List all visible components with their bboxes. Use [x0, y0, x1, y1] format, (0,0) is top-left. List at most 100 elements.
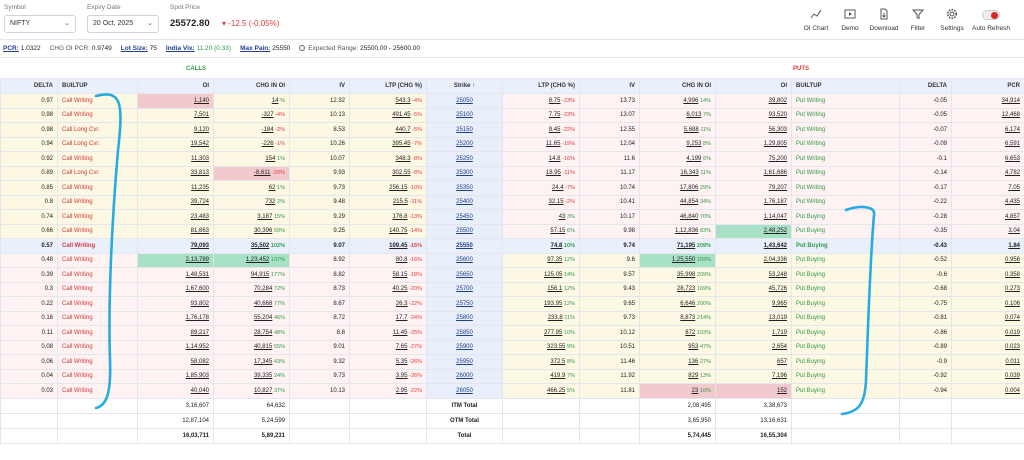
- max-pain-label[interactable]: Max Pain:: [240, 45, 271, 52]
- call-ltp[interactable]: 3.95: [395, 373, 408, 380]
- col-header-put-builtup[interactable]: BUILTUP: [791, 78, 900, 94]
- put-ltp[interactable]: 18.95: [545, 170, 561, 177]
- call-ltp[interactable]: 215.5: [392, 199, 408, 206]
- call-chg-oi[interactable]: 10,827: [253, 387, 273, 394]
- call-oi[interactable]: 2,13,789: [137, 252, 214, 268]
- call-oi[interactable]: 93,802: [137, 296, 214, 312]
- put-ltp[interactable]: 8.75: [548, 97, 561, 104]
- strike-price[interactable]: 26050: [426, 383, 503, 399]
- call-chg-oi[interactable]: 154: [265, 155, 276, 162]
- put-chg-oi[interactable]: 5,688: [683, 126, 699, 133]
- put-ltp[interactable]: 233.8: [547, 315, 563, 322]
- call-oi[interactable]: 19,542: [137, 136, 214, 152]
- call-oi[interactable]: 1,85,903: [137, 368, 214, 384]
- call-chg-oi[interactable]: 40,668: [253, 300, 273, 307]
- strike-price[interactable]: 25050: [426, 93, 503, 109]
- col-header-put-chg-oi[interactable]: CHG IN OI: [639, 78, 716, 94]
- call-oi[interactable]: 58,082: [137, 354, 214, 370]
- call-chg-oi[interactable]: 94,915: [250, 271, 270, 278]
- call-chg-oi[interactable]: 40,815: [253, 344, 273, 351]
- call-ltp[interactable]: 302.55: [392, 170, 411, 177]
- call-chg-oi[interactable]: 3,187: [257, 213, 273, 220]
- call-chg-oi[interactable]: -226: [261, 141, 274, 148]
- call-ltp[interactable]: 2.95: [395, 387, 408, 394]
- put-chg-oi[interactable]: 23: [691, 387, 699, 394]
- call-chg-oi[interactable]: 14: [271, 97, 279, 104]
- put-chg-oi[interactable]: 9,253: [686, 141, 702, 148]
- auto-refresh-toggle[interactable]: Auto Refresh: [970, 8, 1012, 32]
- put-ltp[interactable]: 419.9: [550, 373, 566, 380]
- download-button[interactable]: Download: [868, 8, 900, 32]
- call-oi[interactable]: 7,501: [137, 107, 214, 123]
- call-oi[interactable]: 89,217: [137, 325, 214, 341]
- put-oi[interactable]: 657: [715, 354, 792, 370]
- col-header-call-builtup[interactable]: BUILTUP: [57, 78, 138, 94]
- put-chg-oi[interactable]: 6,013: [686, 112, 702, 119]
- call-oi[interactable]: 9,120: [137, 122, 214, 138]
- call-chg-oi[interactable]: -327: [261, 112, 274, 119]
- put-ltp[interactable]: 9.45: [548, 126, 561, 133]
- put-oi[interactable]: 79,207: [715, 180, 792, 196]
- pcr-value[interactable]: 7.05: [951, 180, 1024, 196]
- put-oi[interactable]: 1,76,187: [715, 194, 792, 210]
- put-ltp[interactable]: 193.95: [543, 300, 563, 307]
- put-chg-oi[interactable]: 136: [688, 358, 699, 365]
- put-ltp[interactable]: 323.55: [547, 344, 566, 351]
- col-header-put-iv[interactable]: IV: [579, 78, 640, 94]
- pcr-value[interactable]: 0.011: [951, 354, 1024, 370]
- col-header-put-oi[interactable]: OI: [715, 78, 792, 94]
- pcr-value[interactable]: 0.956: [951, 252, 1024, 268]
- put-chg-oi[interactable]: 1,12,836: [674, 228, 699, 235]
- call-oi[interactable]: 11,235: [137, 180, 214, 196]
- put-ltp[interactable]: 156.1: [547, 286, 563, 293]
- strike-price[interactable]: 25950: [426, 354, 503, 370]
- put-ltp[interactable]: 14.8: [548, 155, 561, 162]
- strike-price[interactable]: 25100: [426, 107, 503, 123]
- put-ltp[interactable]: 97.35: [547, 257, 563, 264]
- call-ltp[interactable]: 395.45: [392, 141, 411, 148]
- put-oi[interactable]: 1,719: [715, 325, 792, 341]
- lot-size-label[interactable]: Lot Size:: [120, 45, 148, 52]
- call-ltp[interactable]: 256.15: [389, 184, 408, 191]
- strike-price[interactable]: 25400: [426, 194, 503, 210]
- call-chg-oi[interactable]: 55,204: [253, 315, 273, 322]
- put-ltp[interactable]: 7.75: [548, 112, 561, 119]
- put-ltp[interactable]: 57.15: [550, 228, 566, 235]
- call-oi[interactable]: 81,663: [137, 223, 214, 239]
- put-oi[interactable]: 152: [715, 383, 792, 399]
- call-oi[interactable]: 1,48,531: [137, 267, 214, 283]
- call-oi[interactable]: 1,140: [137, 93, 214, 109]
- put-oi[interactable]: 7,196: [715, 368, 792, 384]
- put-ltp[interactable]: 466.25: [547, 387, 566, 394]
- pcr-value[interactable]: 0.358: [951, 267, 1024, 283]
- put-oi[interactable]: 45,726: [715, 281, 792, 297]
- put-oi[interactable]: 2,04,336: [715, 252, 792, 268]
- call-chg-oi[interactable]: 1,23,452: [245, 257, 270, 264]
- call-chg-oi[interactable]: 35,502: [250, 242, 270, 249]
- col-header-pcr[interactable]: PCR: [951, 78, 1024, 94]
- call-oi[interactable]: 11,303: [137, 151, 214, 167]
- strike-price[interactable]: 25550: [426, 238, 503, 254]
- put-chg-oi[interactable]: 953: [688, 344, 699, 351]
- india-vix-label[interactable]: India Vix:: [165, 45, 195, 52]
- col-header-strike[interactable]: Strike ↑: [426, 78, 503, 94]
- put-chg-oi[interactable]: 28,723: [676, 286, 696, 293]
- call-ltp[interactable]: 58.15: [392, 271, 408, 278]
- strike-price[interactable]: 25700: [426, 281, 503, 297]
- pcr-value[interactable]: 0.039: [951, 368, 1024, 384]
- put-oi[interactable]: 1,29,805: [715, 136, 792, 152]
- call-ltp[interactable]: 109.45: [389, 242, 408, 249]
- call-ltp[interactable]: 80.8: [395, 257, 408, 264]
- put-ltp[interactable]: 125.05: [543, 271, 563, 278]
- call-ltp[interactable]: 491.45: [392, 112, 411, 119]
- pcr-value[interactable]: 34,914: [951, 93, 1024, 109]
- filter-button[interactable]: Filter: [902, 8, 934, 32]
- put-chg-oi[interactable]: 8,873: [680, 315, 696, 322]
- call-ltp[interactable]: 17.7: [395, 315, 408, 322]
- put-ltp[interactable]: 74.8: [550, 242, 563, 249]
- pcr-value[interactable]: 6,174: [951, 122, 1024, 138]
- call-oi[interactable]: 1,14,952: [137, 339, 214, 355]
- call-chg-oi[interactable]: -8,611: [253, 170, 271, 177]
- call-ltp[interactable]: 11.45: [392, 329, 408, 336]
- put-chg-oi[interactable]: 16,343: [680, 170, 699, 177]
